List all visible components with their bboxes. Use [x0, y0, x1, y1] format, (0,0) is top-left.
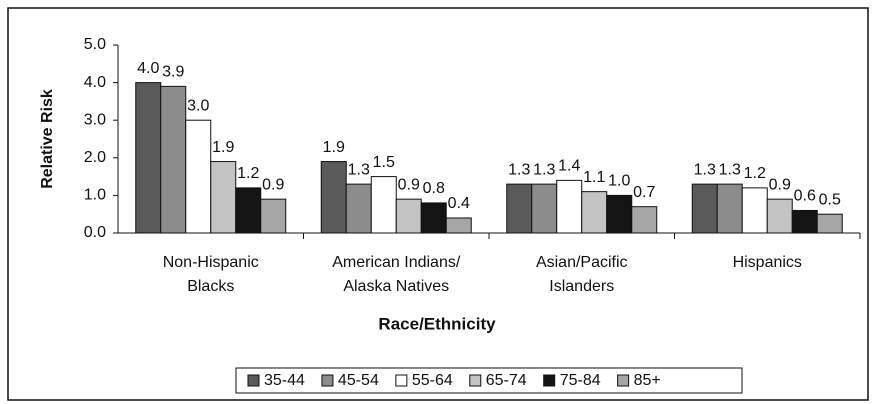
legend-label: 45-54: [338, 372, 379, 389]
y-tick-label: 4.0: [84, 74, 106, 91]
bar: [791, 209, 818, 234]
bar: [581, 191, 608, 234]
data-label: 0.6: [794, 188, 816, 205]
x-tick-label: Asian/Pacific: [536, 254, 628, 271]
data-label: 1.2: [744, 165, 766, 182]
data-label: 0.4: [448, 195, 470, 212]
bar: [766, 198, 793, 234]
data-label: 0.9: [769, 176, 791, 193]
bar: [320, 161, 347, 234]
legend-swatch: [321, 374, 334, 387]
bar: [716, 183, 743, 234]
x-tick-label: Alaska Natives: [343, 278, 449, 295]
data-label: 0.9: [398, 176, 420, 193]
data-label: 1.3: [348, 161, 370, 178]
bar: [741, 187, 768, 234]
bar: [260, 198, 287, 234]
chart-frame: [7, 7, 869, 401]
bar: [160, 85, 187, 234]
legend-label: 85+: [634, 372, 661, 389]
y-axis-title: Relative Risk: [39, 89, 56, 189]
data-label: 0.8: [423, 180, 445, 197]
data-label: 0.5: [819, 191, 841, 208]
legend-swatch: [469, 374, 482, 387]
bar: [816, 213, 843, 234]
legend-box: [235, 367, 743, 394]
legend-swatch: [395, 374, 408, 387]
bar: [556, 179, 583, 234]
data-label: 1.3: [508, 161, 530, 178]
data-label: 1.3: [694, 161, 716, 178]
bar: [506, 183, 533, 234]
y-tick-label: 5.0: [84, 36, 106, 53]
x-tick-label: Blacks: [187, 278, 234, 295]
bar: [370, 176, 397, 234]
data-label: 4.0: [137, 60, 159, 77]
legend-label: 35-44: [264, 372, 305, 389]
legend-swatch: [617, 374, 630, 387]
data-label: 0.9: [262, 176, 284, 193]
x-tick-label: American Indians/: [332, 254, 461, 271]
legend-label: 55-64: [412, 372, 453, 389]
x-tick-label: Non-Hispanic: [163, 254, 259, 271]
data-label: 1.5: [373, 154, 395, 171]
x-tick-label: Islanders: [549, 278, 614, 295]
bar: [531, 183, 558, 234]
x-tick-label: Hispanics: [733, 254, 802, 271]
data-label: 0.7: [633, 184, 655, 201]
y-tick-label: 1.0: [84, 187, 106, 204]
data-label: 3.0: [187, 97, 209, 114]
bar: [631, 206, 658, 234]
bar: [420, 202, 447, 234]
data-label: 1.9: [212, 139, 234, 156]
data-label: 1.3: [719, 161, 741, 178]
data-label: 1.1: [583, 169, 605, 186]
bar: [210, 161, 237, 234]
bar: [606, 194, 633, 234]
y-tick-label: 3.0: [84, 111, 106, 128]
legend-label: 75-84: [560, 372, 601, 389]
y-tick-label: 2.0: [84, 149, 106, 166]
bar: [345, 183, 372, 234]
bar: [235, 187, 262, 234]
bar: [395, 198, 422, 234]
legend-swatch: [543, 374, 556, 387]
x-axis-title: Race/Ethnicity: [378, 314, 496, 333]
bar: [445, 217, 472, 234]
data-label: 1.4: [558, 158, 580, 175]
data-label: 3.9: [162, 64, 184, 81]
legend-swatch: [247, 374, 260, 387]
y-tick-label: 0.0: [84, 224, 106, 241]
bar: [135, 82, 162, 234]
bar: [691, 183, 718, 234]
data-label: 1.9: [323, 139, 345, 156]
data-label: 1.0: [608, 173, 630, 190]
legend-label: 65-74: [486, 372, 527, 389]
data-label: 1.2: [237, 165, 259, 182]
bar: [185, 119, 212, 234]
data-label: 1.3: [533, 161, 555, 178]
